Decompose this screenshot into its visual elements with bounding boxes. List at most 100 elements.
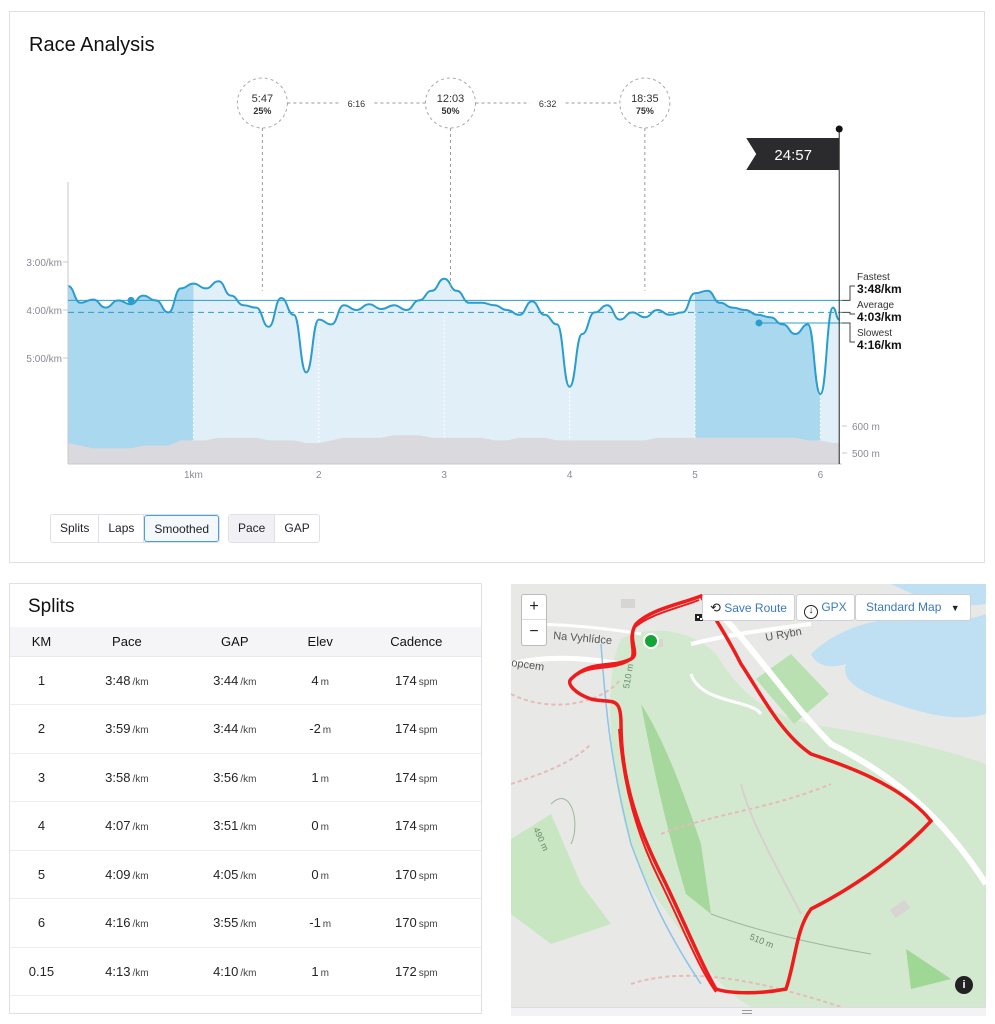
split-km: 2	[10, 704, 73, 754]
metric-toggle-group: Pace GAP	[228, 514, 320, 543]
finish-time: 24:57	[774, 147, 812, 164]
col-cadence: Cadence	[351, 627, 481, 657]
route-icon: ⟲	[710, 600, 721, 615]
table-row: 3 3:58/km 3:56/km 1 m 174 spm	[10, 753, 481, 802]
quartile-time: 18:35	[631, 93, 659, 105]
quartile-percent: 25%	[253, 106, 271, 116]
km-tick-label: 3	[441, 470, 447, 481]
table-row: 6 4:16/km 3:55/km -1 m 170 spm	[10, 898, 481, 948]
split-cadence: 174 spm	[351, 753, 481, 802]
pace-tick-label: 5:00/km	[26, 354, 62, 365]
pace-tick-label: 4:00/km	[26, 306, 62, 317]
quartile-percent: 75%	[636, 106, 654, 116]
green-strip-2	[641, 704, 711, 914]
quartile-time: 5:47	[252, 93, 273, 105]
fastest-value: 3:48/km	[857, 282, 902, 296]
split-cadence: 170 spm	[351, 850, 481, 899]
zoom-out-button[interactable]: −	[529, 623, 539, 640]
elev-tick-label: 500 m	[852, 449, 880, 460]
laps-view-button[interactable]: Laps	[99, 515, 145, 542]
slowest-connector	[842, 322, 855, 343]
split-elev: -1 m	[288, 898, 352, 948]
finish-flag-icon	[695, 614, 703, 621]
caret-down-icon: ▼	[950, 603, 960, 613]
split-km: 0.15	[10, 947, 73, 996]
fastest-connector	[842, 285, 855, 301]
meadow	[906, 949, 951, 989]
view-toggle-group: Splits Laps Smoothed	[50, 514, 221, 543]
lake	[811, 614, 986, 718]
elev-tick-label: 600 m	[852, 422, 880, 433]
info-icon[interactable]: i	[955, 976, 973, 994]
split-elev: -2 m	[288, 704, 352, 754]
split-km: 5	[10, 850, 73, 899]
col-pace: Pace	[72, 627, 181, 657]
finish-flag	[746, 138, 840, 170]
gap-metric-button[interactable]: GAP	[284, 521, 310, 535]
split-gap: 3:51/km	[180, 801, 289, 851]
split-gap: 4:10/km	[180, 947, 289, 996]
split-cadence: 174 spm	[351, 656, 481, 705]
split-cadence: 174 spm	[351, 801, 481, 851]
contour-label-510-a: 510 m	[621, 663, 635, 689]
split-gap: 3:44/km	[180, 704, 289, 754]
map-resize-handle[interactable]	[511, 1007, 986, 1016]
pace-area	[68, 278, 840, 462]
split-cadence: 172 spm	[351, 947, 481, 996]
slowest-value: 4:16/km	[857, 338, 902, 352]
pace-metric-button[interactable]: Pace	[229, 515, 276, 542]
slowest-label: Slowest	[857, 328, 892, 339]
split-pace: 4:09/km	[72, 850, 181, 899]
splits-header-row: KM Pace GAP Elev Cadence	[10, 627, 481, 657]
start-marker	[643, 633, 659, 649]
km-highlight-1	[695, 278, 821, 462]
map-type-select[interactable]: Standard Map ▼	[855, 594, 971, 621]
splits-table: KM Pace GAP Elev Cadence 1 3:48/km 3:44/km…	[10, 627, 481, 996]
quartile-time: 12:03	[437, 93, 465, 105]
street-label-opcem: opcem	[511, 657, 545, 673]
map-canvas[interactable]: Na Vyhlídce U Rybn opcem 510 m 510 m 490…	[511, 584, 986, 1007]
street-label-na-vyhlidce: Na Vyhlídce	[553, 630, 613, 647]
split-pace: 3:59/km	[72, 704, 181, 754]
splits-title: Splits	[28, 596, 75, 617]
splits-view-button[interactable]: Splits	[51, 515, 100, 542]
average-label: Average	[857, 300, 895, 311]
save-route-label: Save Route	[724, 601, 787, 615]
pace-line	[67, 277, 840, 396]
split-gap: 4:05/km	[180, 850, 289, 899]
smoothed-view-button[interactable]: Smoothed	[144, 515, 220, 542]
green-strip	[511, 814, 611, 944]
col-km: KM	[10, 627, 73, 657]
save-route-button[interactable]: ⟲ Save Route	[702, 594, 795, 621]
split-km: 1	[10, 656, 73, 705]
route-track	[568, 593, 934, 995]
km-tick-label: 4	[567, 470, 573, 481]
route-map[interactable]: Na Vyhlídce U Rybn opcem 510 m 510 m 490…	[511, 584, 986, 1007]
split-pace: 3:48/km	[72, 656, 181, 705]
gpx-label: GPX	[821, 600, 847, 614]
zoom-control: + −	[521, 594, 547, 646]
pace-tick-label: 3:00/km	[26, 258, 62, 269]
gpx-button[interactable]: ↓ GPX	[796, 594, 855, 621]
col-elev: Elev	[288, 627, 352, 657]
map-type-label: Standard Map	[866, 600, 942, 614]
split-km: 3	[10, 753, 73, 802]
quartile-percent: 50%	[441, 106, 459, 116]
slowest-dot	[755, 319, 763, 327]
finish-pole-dot	[835, 125, 843, 133]
col-gap: GAP	[180, 627, 289, 657]
split-cadence: 174 spm	[351, 704, 481, 754]
split-pace: 4:07/km	[72, 801, 181, 851]
split-gap: 3:44/km	[180, 656, 289, 705]
pace-chart: 3:00/km 4:00/km 5:00/km 600 m 500 m 1km 2 3 4 5 6 F…	[26, 77, 902, 481]
table-row: 4 4:07/km 3:51/km 0 m 174 spm	[10, 801, 481, 851]
park	[756, 654, 829, 724]
split-km: 6	[10, 898, 73, 948]
zoom-in-button[interactable]: +	[522, 595, 546, 620]
split-pace: 3:58/km	[72, 753, 181, 802]
